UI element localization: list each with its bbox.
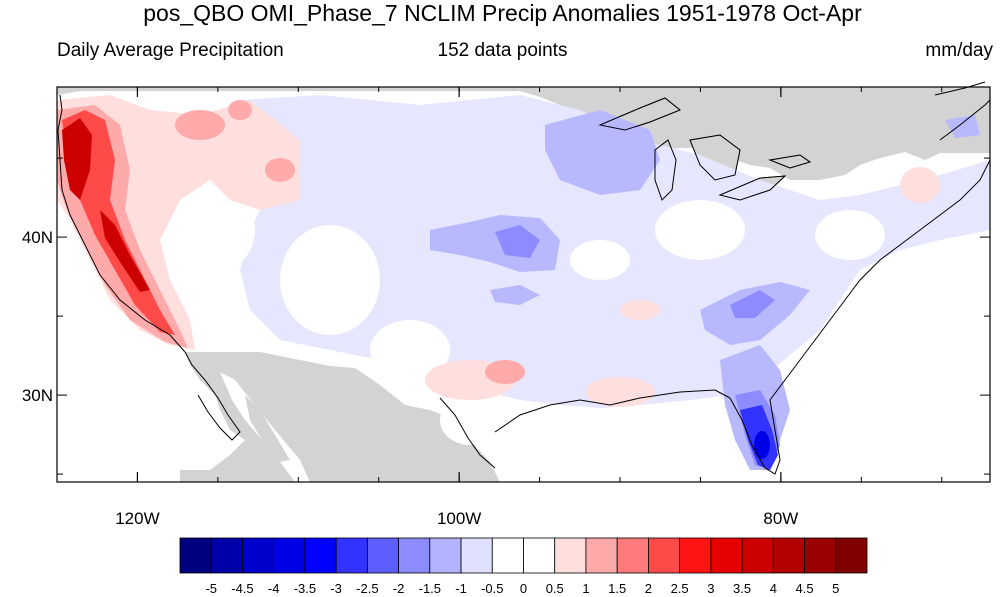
colorbar-swatch bbox=[523, 537, 556, 574]
x-tick-label: 80W bbox=[763, 509, 798, 528]
colorbar-swatch bbox=[429, 537, 462, 574]
gulf-of-mexico bbox=[470, 392, 775, 482]
colorbar-label: -1 bbox=[455, 581, 467, 596]
colorbar-label: -1.5 bbox=[419, 581, 441, 596]
y-tick-label: 30N bbox=[22, 386, 53, 405]
canada-land bbox=[57, 87, 990, 180]
colorbar-label: -4 bbox=[268, 581, 280, 596]
colorbar-swatch bbox=[616, 537, 649, 574]
colorbar-swatch bbox=[366, 537, 399, 574]
coastlines bbox=[57, 81, 991, 475]
colorbar-swatch bbox=[335, 537, 368, 574]
colorbar-label: 1.5 bbox=[608, 581, 626, 596]
plot-title: pos_QBO OMI_Phase_7 NCLIM Precip Anomali… bbox=[143, 0, 862, 26]
colorbar-swatch bbox=[585, 537, 618, 574]
colorbar-swatch bbox=[179, 537, 212, 574]
colorbar-label: -2 bbox=[393, 581, 405, 596]
colorbar-label: -4.5 bbox=[231, 581, 253, 596]
y-tick-label: 40N bbox=[22, 228, 53, 247]
coastal-max-anomaly bbox=[62, 118, 150, 292]
colorbar-label: 5 bbox=[832, 581, 839, 596]
variable-label: Daily Average Precipitation bbox=[57, 40, 284, 61]
colorbar-label: -3 bbox=[330, 581, 342, 596]
florida-core-anomaly bbox=[754, 431, 770, 459]
colorbar-label: 4.5 bbox=[796, 581, 814, 596]
colorbar-label: 0.5 bbox=[546, 581, 564, 596]
colorbar-swatch bbox=[242, 537, 275, 574]
colorbar-label: -5 bbox=[205, 581, 217, 596]
mexico-small-land bbox=[245, 395, 290, 462]
colorbar-label: 0 bbox=[520, 581, 527, 596]
colorbar-swatch bbox=[679, 537, 712, 574]
colorbar-swatch bbox=[273, 537, 306, 574]
strong-positive-anomaly bbox=[62, 110, 175, 335]
colorbar-label: 1 bbox=[582, 581, 589, 596]
colorbar-label: 3 bbox=[707, 581, 714, 596]
colorbar-swatch bbox=[210, 537, 243, 574]
colorbar-swatch bbox=[835, 537, 868, 574]
colorbar-label: 3.5 bbox=[733, 581, 751, 596]
colorbar: -5 -4.5 -4 -3.5 -3 -2.5 -2 -1.5 -1 -0.5 0 0.5 1 1.5 2 2… bbox=[179, 537, 868, 596]
colorbar-label: 4 bbox=[770, 581, 777, 596]
colorbar-swatch bbox=[741, 537, 774, 574]
colorbar-swatch bbox=[398, 537, 431, 574]
map-plot-area bbox=[57, 87, 990, 482]
colorbar-swatch bbox=[460, 537, 493, 574]
colorbar-swatch bbox=[804, 537, 837, 574]
x-tick-label: 120W bbox=[115, 509, 159, 528]
mexico-land bbox=[180, 352, 500, 482]
colorbar-label: 2 bbox=[645, 581, 652, 596]
colorbar-swatch bbox=[710, 537, 743, 574]
colorbar-swatch bbox=[648, 537, 681, 574]
colorbar-label: -3.5 bbox=[294, 581, 316, 596]
neutral-patches bbox=[185, 190, 885, 445]
map-frame bbox=[56, 86, 991, 483]
colorbar-label: 2.5 bbox=[671, 581, 689, 596]
colorbar-label: -2.5 bbox=[356, 581, 378, 596]
units-label: mm/day bbox=[925, 40, 993, 61]
y-axis-ticks: 40N 30N bbox=[22, 157, 990, 475]
colorbar-swatch bbox=[772, 537, 805, 574]
colorbar-swatch bbox=[554, 537, 587, 574]
colorbar-swatch bbox=[304, 537, 337, 574]
x-axis-ticks: 120W 100W 80W bbox=[56, 87, 943, 528]
data-count-label: 152 data points bbox=[437, 40, 568, 61]
x-tick-label: 100W bbox=[437, 509, 481, 528]
colorbar-label: -0.5 bbox=[481, 581, 503, 596]
colorbar-swatch bbox=[491, 537, 524, 574]
